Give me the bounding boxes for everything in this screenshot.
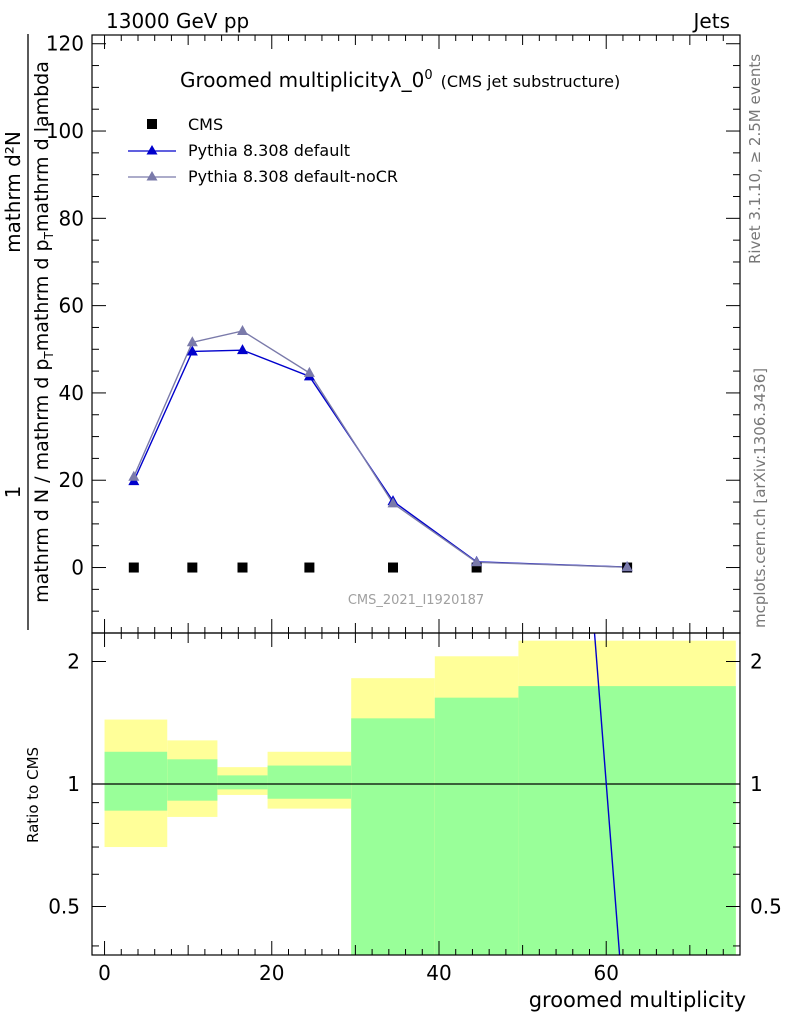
y-tick-label: 80 [59,206,84,230]
series-line-2 [133,330,628,568]
legend-label-nocr: Pythia 8.308 default-noCR [188,167,398,186]
ratio-y-label: Ratio to CMS [24,747,42,843]
y-label-end: mathrm d lambda [31,61,53,232]
ratio-y-tick-label-right: 2 [750,650,763,674]
data-point-2 [621,561,633,572]
main-y-ticks: 0 20 40 60 80 100 120 [46,32,740,612]
ratio-y-tick-label: 0.5 [48,894,80,918]
y-tick-label: 60 [59,294,84,318]
legend: CMS Pythia 8.308 default Pythia 8.308 de… [128,115,398,186]
ratio-bands [104,640,736,955]
y-label-mid: mathrm d p [31,239,53,351]
analysis-watermark: CMS_2021_I1920187 [348,593,484,608]
data-point-cms [388,562,399,573]
ratio-band-inner [104,751,168,811]
data-point-2 [128,470,140,481]
ratio-frame [91,632,741,956]
chart-title: Groomed multiplicityλ_00 (CMS jet substru… [180,68,620,92]
ratio-band-inner [217,775,268,790]
y-tick-label: 100 [46,119,84,143]
main-panel: 0 20 40 60 80 100 120 [46,32,741,634]
ratio-panel: 0.5 0.5 1 1 2 2 0 20 40 60 [48,632,782,985]
header-left: 13000 GeV pp [106,9,249,33]
data-point-2 [387,497,399,508]
x-tick-label: 40 [426,961,451,985]
data-point-2 [237,324,249,335]
main-series [128,324,633,573]
ratio-y-ticks: 0.5 0.5 1 1 2 2 [48,650,782,947]
header-right: Jets [692,9,730,33]
y-tick-label: 40 [59,381,84,405]
ratio-band-inner [267,765,352,799]
data-point-cms [187,562,198,573]
data-point-cms [304,562,315,573]
ratio-band-inner [351,718,435,955]
ratio-band-inner [518,686,736,955]
y-label-sub1: T [42,351,56,360]
y-label-numerator: mathrm d²N [1,131,25,253]
y-tick-label: 20 [59,468,84,492]
legend-marker-default [146,145,158,155]
chart-title-note: (CMS jet substructure) [441,72,621,91]
main-x-ticks [104,35,724,633]
chart-title-sup: 0 [424,68,432,83]
x-tick-label: 0 [98,961,111,985]
ratio-y-tick-label: 1 [67,772,80,796]
legend-label-default: Pythia 8.308 default [188,141,350,160]
series-line-1 [133,349,628,568]
data-point-cms [128,562,139,573]
data-point-2 [186,336,198,347]
legend-label-cms: CMS [188,115,223,134]
y-tick-label: 0 [71,556,84,580]
y-label-sub2: T [42,231,56,240]
x-tick-label: 20 [259,961,284,985]
ratio-band-inner [167,759,218,801]
data-point-cms [237,562,248,573]
x-axis-label: groomed multiplicity [529,988,746,1012]
ratio-y-tick-label-right: 0.5 [750,894,782,918]
ratio-curve-default [593,632,621,956]
y-tick-label: 120 [46,32,84,56]
ratio-x-ticks: 0 20 40 60 [98,633,724,985]
ratio-curves [593,632,621,956]
legend-marker-cms [147,119,157,129]
y-label-denominator: mathrm d N / mathrm d pTmathrm d pTmathr… [31,61,56,603]
data-point-2 [471,556,483,567]
data-point-1 [237,344,249,355]
side-label-bottom: mcplots.cern.ch [arXiv:1306.3436] [751,368,769,628]
legend-marker-nocr [146,171,158,181]
data-point-cms [471,562,482,573]
x-tick-label: 60 [593,961,618,985]
y-label-prefix: 1 [1,486,25,499]
main-y-label: 1 mathrm d²N mathrm d N / mathrm d pTmat… [1,34,56,630]
ratio-band-inner [434,697,519,955]
ratio-y-tick-label: 2 [67,650,80,674]
ratio-y-tick-label-right: 1 [750,772,763,796]
data-point-2 [303,366,315,377]
data-point-1 [186,345,198,356]
side-label-top: Rivet 3.1.10, ≥ 2.5M events [746,54,764,264]
